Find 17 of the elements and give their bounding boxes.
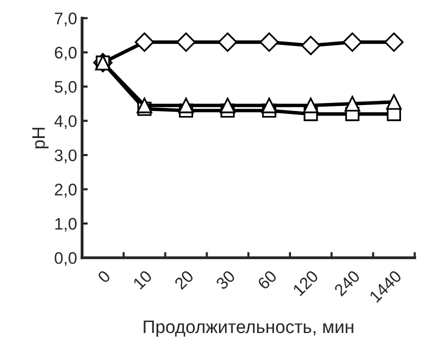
y-tick-label: 6,0 bbox=[54, 46, 77, 61]
y-axis-title: pH bbox=[32, 128, 48, 148]
x-tick-label: 120 bbox=[292, 270, 319, 296]
x-tick-label: 20 bbox=[174, 270, 194, 290]
y-tick-label: 5,0 bbox=[54, 81, 77, 95]
x-axis-title: Продолжительность, мин bbox=[144, 320, 354, 337]
x-tick-label: 30 bbox=[215, 270, 236, 290]
x-tick-label: 60 bbox=[256, 270, 278, 290]
y-tick-label: 1,0 bbox=[55, 218, 77, 232]
x-tick-label: 10 bbox=[132, 270, 153, 290]
y-tick-label: 2,0 bbox=[54, 184, 77, 198]
y-tick-label: 4,0 bbox=[54, 115, 77, 129]
y-tick-label: 7,0 bbox=[54, 12, 77, 26]
y-tick-label: 3,0 bbox=[54, 149, 77, 164]
y-tick-label: 0,0 bbox=[54, 252, 77, 266]
x-tick-label: 240 bbox=[334, 270, 361, 297]
x-tick-label: 0 bbox=[97, 270, 112, 284]
